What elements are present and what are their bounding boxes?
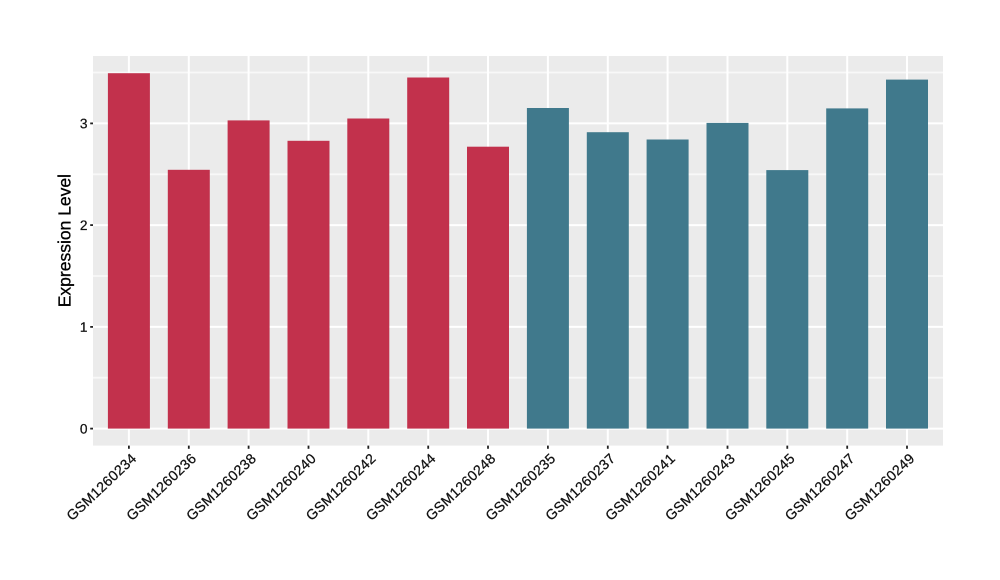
svg-text:1: 1: [80, 320, 88, 335]
svg-text:3: 3: [80, 116, 88, 131]
svg-text:Expression Level: Expression Level: [55, 174, 75, 307]
svg-text:2: 2: [80, 218, 88, 233]
svg-text:0: 0: [80, 421, 88, 436]
